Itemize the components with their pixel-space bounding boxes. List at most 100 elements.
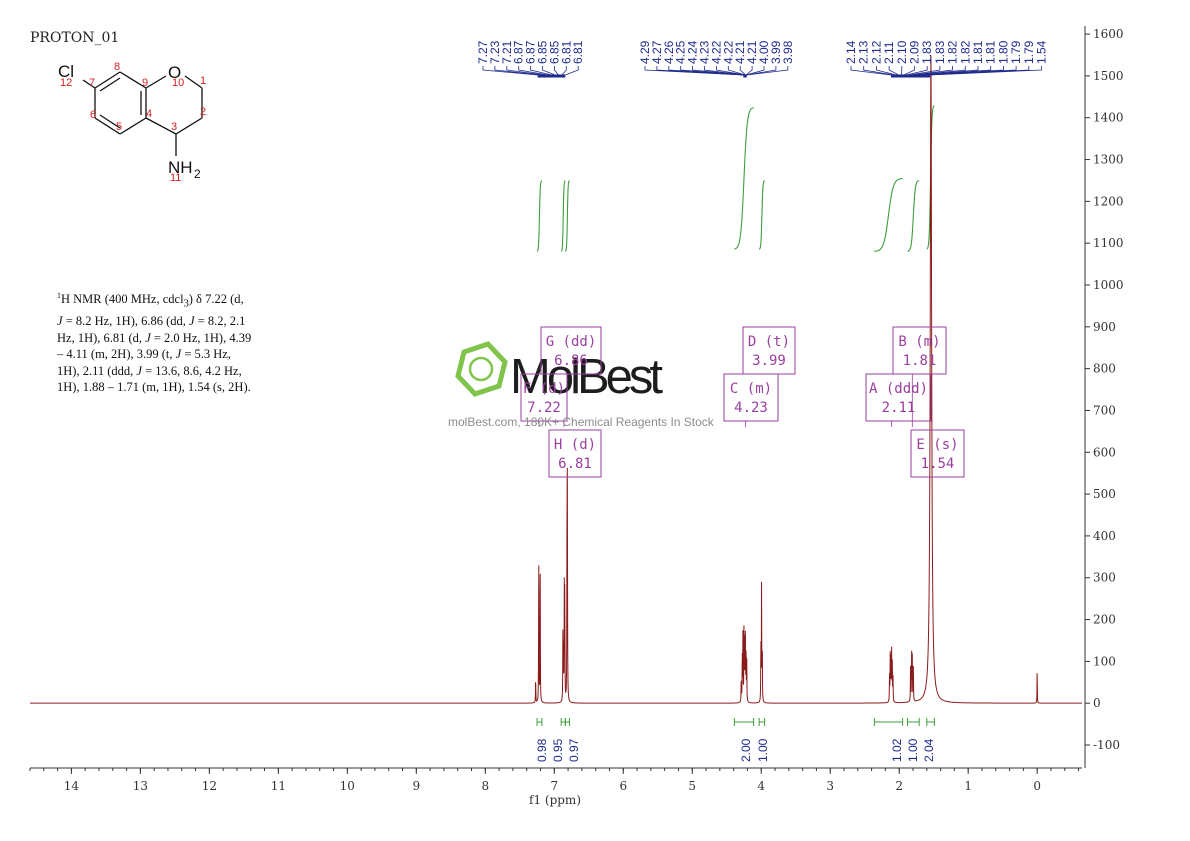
watermark-logo: MolBest bbox=[455, 341, 663, 404]
multiplet-box bbox=[865, 373, 932, 422]
integral-value: 2.04 bbox=[922, 738, 936, 762]
multiplet-label: D (t) bbox=[748, 334, 790, 350]
peak-label: 6.85 bbox=[547, 40, 561, 64]
x-tick-label: 6 bbox=[619, 779, 627, 793]
peak-label: 4.21 bbox=[733, 40, 747, 64]
desc-body-3: = 8.2, 2.1 Hz, 1H), 6.81 (d, bbox=[57, 314, 246, 345]
desc-j: J bbox=[136, 363, 142, 378]
atom-number: 6 bbox=[90, 109, 96, 121]
peak-label: 4.25 bbox=[674, 40, 688, 64]
peak-label: 2.12 bbox=[869, 40, 883, 64]
peak-label: 3.99 bbox=[769, 40, 783, 64]
y-tick-label: 600 bbox=[1093, 445, 1116, 459]
atom-o: O bbox=[168, 63, 181, 82]
peak-label-leader bbox=[909, 66, 941, 76]
peak-label-leader bbox=[850, 66, 891, 76]
peak-label-leader bbox=[917, 66, 979, 76]
spectrum-title: PROTON_01 bbox=[30, 30, 120, 46]
logo-hexagon-icon bbox=[455, 341, 508, 397]
multiplet-shift: 3.99 bbox=[752, 353, 786, 369]
desc-body-2: = 8.2 Hz, 1H), 6.86 (dd, bbox=[62, 314, 190, 329]
peak-label: 6.87 bbox=[524, 40, 538, 64]
peak-label: 6.81 bbox=[571, 40, 585, 64]
peak-label: 1.83 bbox=[933, 40, 947, 64]
y-tick-label: 100 bbox=[1093, 654, 1116, 668]
peak-label: 4.22 bbox=[721, 40, 735, 64]
peak-label-leader bbox=[692, 66, 745, 76]
x-axis-label: f1 (ppm) bbox=[529, 793, 581, 807]
desc-sub: 3 bbox=[183, 298, 189, 310]
atom-number: 12 bbox=[60, 77, 72, 89]
peak-label-leader bbox=[542, 66, 556, 76]
peak-label-leader bbox=[565, 66, 579, 76]
atom-number: 5 bbox=[116, 121, 122, 133]
multiplet-shift: 2.11 bbox=[882, 400, 916, 416]
multiplet-box bbox=[520, 373, 568, 422]
peak-label: 1.82 bbox=[958, 40, 972, 64]
integral-curve bbox=[734, 107, 754, 250]
peak-label-leader bbox=[530, 66, 552, 76]
atom-number: 7 bbox=[89, 77, 95, 89]
desc-j: J bbox=[145, 330, 151, 345]
x-tick-label: 7 bbox=[550, 779, 558, 793]
multiplet-shift: 4.23 bbox=[734, 400, 768, 416]
integral-curve bbox=[565, 180, 570, 252]
atom-cl: Cl bbox=[58, 62, 74, 81]
atom-number: 8 bbox=[114, 61, 120, 73]
peak-label-leader bbox=[876, 66, 897, 76]
peak-label-leader bbox=[739, 66, 746, 76]
peak-label: 6.87 bbox=[512, 40, 526, 64]
y-tick-label: 800 bbox=[1093, 362, 1116, 376]
peak-label: 3.98 bbox=[781, 40, 795, 64]
integral-value: 0.97 bbox=[567, 738, 581, 762]
x-tick-label: 1 bbox=[964, 779, 972, 793]
y-tick-label: 1200 bbox=[1093, 194, 1124, 208]
watermark-brand: MolBest bbox=[510, 350, 663, 404]
atom-subscript: 2 bbox=[194, 167, 201, 181]
peak-label: 4.29 bbox=[638, 40, 652, 64]
x-tick-label: 8 bbox=[481, 779, 489, 793]
multiplet-label: B (m) bbox=[898, 334, 940, 350]
peak-label: 1.81 bbox=[971, 40, 985, 64]
integral-value: 1.02 bbox=[890, 738, 904, 762]
peak-label-leader bbox=[906, 66, 928, 76]
multiplet-boxes: G (dd) 6.86 F (d) 7.22 H (d) 6.81 D (t) 3.99 C (… bbox=[520, 326, 965, 478]
y-tick-label: 200 bbox=[1093, 613, 1116, 627]
multiplet-box bbox=[540, 326, 602, 375]
atom-nh: NH bbox=[168, 158, 193, 177]
peak-label-leader bbox=[561, 66, 567, 76]
y-tick-label: 1300 bbox=[1093, 153, 1124, 167]
integral-value: 0.98 bbox=[535, 738, 549, 762]
axes: 14 13 12 11 10 9 8 7 6 5 4 3 2 1 0f1 (ppm)160015001400… bbox=[29, 26, 1124, 807]
multiplet-shift: 1.54 bbox=[921, 456, 955, 472]
peak-label: 6.81 bbox=[559, 40, 573, 64]
desc-j: J bbox=[189, 314, 195, 329]
peak-label-leader bbox=[745, 66, 753, 76]
integral-value: 1.00 bbox=[756, 738, 770, 762]
multiplet-box bbox=[723, 373, 779, 422]
peak-label-leader bbox=[727, 66, 746, 76]
multiplet-shift: 7.22 bbox=[527, 400, 561, 416]
peak-label-leader bbox=[554, 66, 559, 76]
peak-labels: 7.277.237.216.876.876.856.856.816.81 4.29… bbox=[476, 40, 1049, 78]
peak-label: 1.54 bbox=[1035, 40, 1049, 64]
peak-label: 1.82 bbox=[946, 40, 960, 64]
peak-label-leader bbox=[888, 66, 899, 76]
desc-j: J bbox=[175, 347, 182, 362]
integral-curves bbox=[536, 105, 935, 252]
peak-label-leader bbox=[911, 66, 953, 76]
y-tick-label: 1000 bbox=[1093, 278, 1124, 292]
integral-bars: 0.98 0.95 0.97 2.00 1.00 1.02 1.00 2.04 bbox=[535, 718, 936, 762]
y-tick-label: 700 bbox=[1093, 403, 1116, 417]
atom-number: 10 bbox=[172, 77, 184, 89]
peak-label: 4.00 bbox=[757, 40, 771, 64]
peak-label: 1.79 bbox=[1009, 40, 1023, 64]
multiplet-box bbox=[910, 429, 965, 478]
peak-label: 2.10 bbox=[895, 40, 909, 64]
peak-label-leader bbox=[506, 66, 545, 76]
y-tick-label: -100 bbox=[1093, 738, 1120, 752]
x-tick-label: 4 bbox=[757, 779, 765, 793]
x-tick-label: 0 bbox=[1033, 779, 1041, 793]
integral-curve bbox=[874, 177, 903, 252]
multiplet-label: F (d) bbox=[523, 381, 565, 397]
